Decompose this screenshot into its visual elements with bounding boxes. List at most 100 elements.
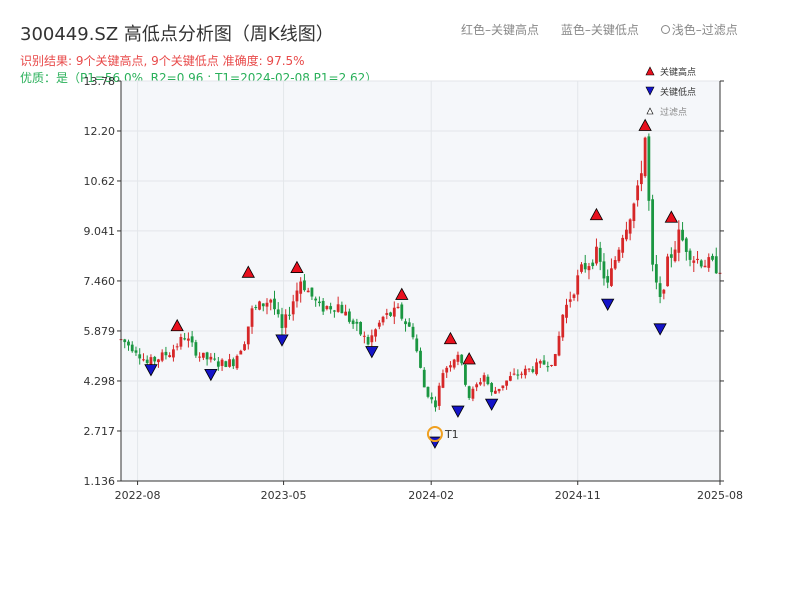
candle-body bbox=[186, 338, 190, 341]
candle-body bbox=[527, 368, 531, 370]
candle-body bbox=[475, 384, 479, 388]
candle-body bbox=[231, 359, 235, 367]
candle-body bbox=[610, 268, 613, 286]
candle-body bbox=[568, 299, 572, 302]
candle-body bbox=[572, 294, 576, 298]
candle-body bbox=[583, 263, 587, 270]
candle-body bbox=[636, 185, 640, 201]
candle-body bbox=[632, 203, 636, 222]
candle-body bbox=[377, 322, 381, 327]
candle-body bbox=[261, 303, 265, 307]
candle-body bbox=[714, 256, 718, 274]
candle-body bbox=[142, 359, 145, 361]
candle-body bbox=[411, 326, 415, 338]
candle-body bbox=[598, 247, 602, 262]
candle-body bbox=[314, 298, 318, 301]
candle-body bbox=[336, 304, 340, 312]
candle-body bbox=[366, 336, 370, 345]
candle-body bbox=[355, 321, 359, 324]
candle-body bbox=[647, 136, 651, 201]
candle-body bbox=[449, 365, 452, 368]
key-high-marker bbox=[170, 318, 184, 332]
candle-body bbox=[385, 313, 389, 315]
candle-body bbox=[587, 266, 591, 271]
candle-body bbox=[157, 359, 160, 363]
candle-body bbox=[400, 304, 404, 319]
legend-high-icon bbox=[645, 66, 655, 76]
candle-body bbox=[542, 360, 546, 365]
key-low-marker bbox=[451, 405, 465, 418]
candle-body bbox=[235, 355, 239, 369]
candle-body bbox=[392, 307, 396, 317]
legend-low-label: 关键低点 bbox=[660, 86, 696, 98]
x-tick-label: 2025-08 bbox=[697, 489, 743, 502]
candle-body bbox=[224, 361, 228, 367]
candle-body bbox=[628, 219, 632, 234]
key-low-marker bbox=[653, 323, 667, 336]
key-low-marker bbox=[275, 334, 289, 347]
candle-body bbox=[419, 350, 422, 368]
candle-body bbox=[209, 356, 213, 360]
candle-body bbox=[452, 359, 456, 368]
candle-body bbox=[441, 373, 445, 388]
candle-body bbox=[711, 255, 714, 260]
candle-body bbox=[501, 385, 505, 389]
candle-body bbox=[138, 354, 142, 359]
candle-body bbox=[299, 281, 303, 294]
t1-label: T1 bbox=[444, 428, 459, 441]
candle-body bbox=[325, 306, 329, 310]
candle-body bbox=[123, 339, 127, 343]
candle-body bbox=[606, 276, 610, 283]
candle-body bbox=[437, 385, 441, 406]
legend-filter-text: 浅色–过滤点 bbox=[660, 23, 738, 37]
candle-body bbox=[389, 312, 392, 316]
candle-body bbox=[303, 280, 306, 291]
candle-body bbox=[553, 354, 557, 366]
legend-high-text: 红色–关键高点 bbox=[461, 23, 540, 37]
candle-body bbox=[404, 321, 407, 325]
candle-body bbox=[269, 299, 273, 303]
candle-body bbox=[370, 335, 374, 343]
candle-body bbox=[639, 173, 643, 185]
candle-body bbox=[493, 390, 497, 394]
candle-body bbox=[505, 380, 509, 386]
key-low-marker bbox=[365, 346, 379, 359]
candle-body bbox=[295, 290, 299, 302]
candle-body bbox=[565, 304, 568, 318]
candle-body bbox=[273, 298, 276, 310]
candle-body bbox=[707, 257, 711, 268]
top-legend: 红色–关键高点 蓝色–关键低点 浅色–过滤点 bbox=[461, 21, 756, 38]
candle-body bbox=[617, 249, 621, 262]
candle-body bbox=[284, 314, 288, 328]
candle-body bbox=[362, 335, 366, 337]
candle-body bbox=[654, 264, 658, 283]
candle-body bbox=[486, 376, 490, 385]
candle-body bbox=[276, 309, 280, 315]
candle-body bbox=[696, 258, 699, 261]
candle-body bbox=[621, 237, 625, 253]
candle-body bbox=[194, 342, 198, 356]
key-high-marker bbox=[589, 207, 604, 221]
candle-body bbox=[198, 356, 202, 358]
candle-body bbox=[625, 229, 628, 240]
candle-body bbox=[591, 262, 595, 267]
ring-icon bbox=[660, 25, 670, 34]
candle-body bbox=[508, 376, 512, 381]
y-tick-label: 4.298 bbox=[84, 375, 116, 388]
t1-ring bbox=[426, 426, 443, 443]
candle-body bbox=[580, 264, 583, 272]
legend-high-label: 关键高点 bbox=[660, 66, 696, 78]
candle-body bbox=[172, 349, 175, 358]
candle-body bbox=[595, 246, 598, 264]
candle-body bbox=[179, 336, 183, 347]
candle-body bbox=[396, 306, 400, 309]
candle-body bbox=[280, 314, 284, 329]
legend-low-text: 蓝色–关键低点 bbox=[560, 23, 639, 37]
candle-body bbox=[546, 366, 550, 368]
candle-body bbox=[471, 388, 475, 399]
candle-body bbox=[306, 290, 310, 293]
candle-body bbox=[445, 367, 449, 373]
candle-body bbox=[243, 344, 246, 351]
candle-body bbox=[643, 137, 647, 177]
key-high-marker bbox=[462, 352, 476, 365]
